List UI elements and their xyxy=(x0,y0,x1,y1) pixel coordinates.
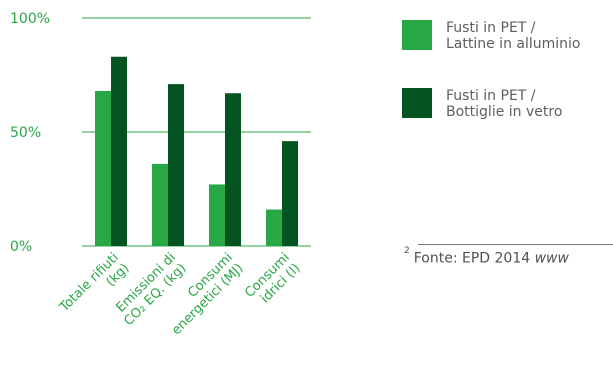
legend-swatch-bottiglie xyxy=(402,88,432,118)
footnote-link-text: www xyxy=(534,250,569,267)
y-tick-label: 50% xyxy=(10,125,41,141)
y-tick-label: 0% xyxy=(10,239,32,255)
bar-1-4 xyxy=(266,209,282,246)
bar-2-4 xyxy=(282,141,298,246)
footnote-divider xyxy=(418,244,613,245)
bar-2-1 xyxy=(111,56,127,247)
bar-1-3 xyxy=(209,184,225,246)
footnote: 2 Fonte: EPD 2014 www xyxy=(404,246,569,267)
footnote-text: Fonte: EPD 2014 xyxy=(413,250,535,267)
bar-2-2 xyxy=(168,84,184,247)
legend-item-lattine: Fusti in PET / Lattine in alluminio xyxy=(402,20,580,52)
bar-1-1 xyxy=(95,90,111,247)
legend-item-bottiglie: Fusti in PET / Bottiglie in vetro xyxy=(402,88,562,120)
legend-swatch-lattine xyxy=(402,20,432,50)
x-tick-label: Consumiidrici (l) xyxy=(242,250,303,311)
legend-label-bottiglie: Fusti in PET / Bottiglie in vetro xyxy=(446,88,563,120)
footnote-marker: 2 xyxy=(404,246,410,256)
legend-label-lattine: Fusti in PET / Lattine in alluminio xyxy=(446,20,581,52)
x-tick-label: Totale rifiuti(kg) xyxy=(56,250,132,326)
bar-2-3 xyxy=(225,93,241,247)
y-tick-label: 100% xyxy=(10,11,50,27)
bar-1-2 xyxy=(152,163,168,246)
